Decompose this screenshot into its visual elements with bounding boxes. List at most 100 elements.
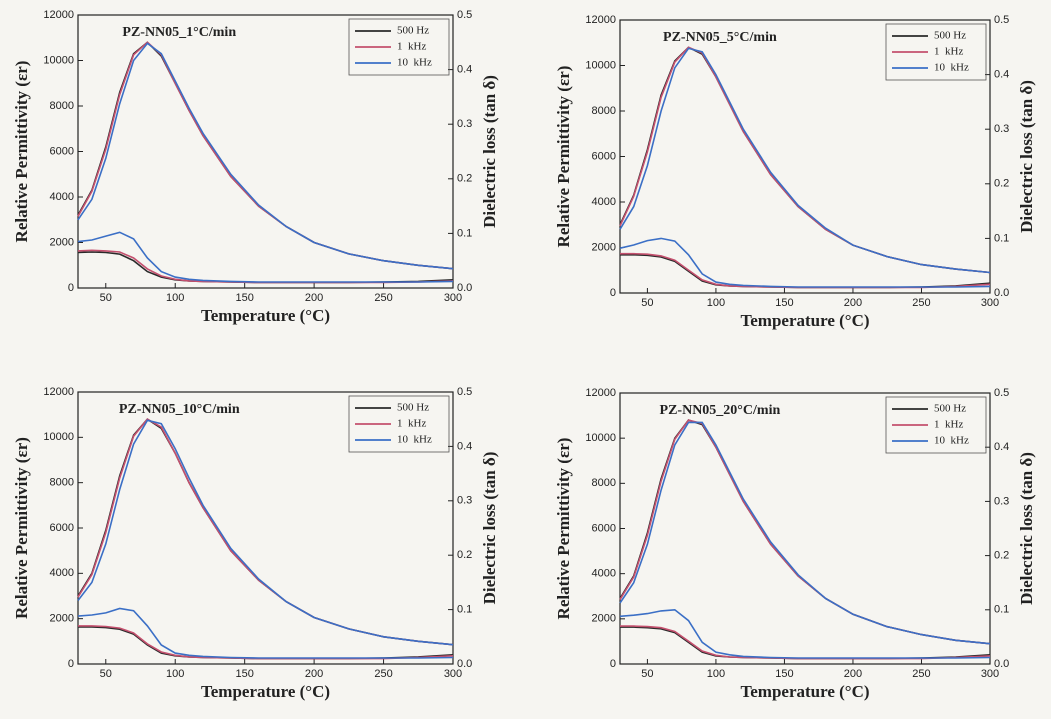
legend-label: 1 kHz <box>934 46 963 58</box>
y2-tick-label: 0.1 <box>994 232 1009 244</box>
data-line <box>619 47 991 274</box>
data-line <box>77 41 454 270</box>
x-tick-label: 250 <box>374 292 392 304</box>
y-tick-label: 8000 <box>592 105 616 117</box>
y2-axis-label: Dielectric loss (tan δ) <box>1017 80 1036 233</box>
y-tick-label: 6000 <box>592 522 616 534</box>
y2-tick-label: 0.1 <box>457 227 472 239</box>
chart-title: PZ-NN05_10°C/min <box>119 402 240 417</box>
x-tick-label: 150 <box>775 297 793 309</box>
y2-tick-label: 0.4 <box>994 69 1009 81</box>
legend-label: 10 kHz <box>397 434 432 446</box>
y2-tick-label: 0.4 <box>457 440 472 452</box>
y-tick-label: 0 <box>68 282 74 294</box>
y-tick-label: 8000 <box>50 100 74 112</box>
y-tick-label: 10000 <box>43 431 74 443</box>
y-tick-label: 12000 <box>43 9 74 21</box>
data-line <box>620 252 991 289</box>
data-line <box>619 421 991 645</box>
y2-axis-label: Dielectric loss (tan δ) <box>480 75 499 228</box>
y-tick-label: 0 <box>610 658 616 670</box>
legend-label: 500 Hz <box>397 402 429 414</box>
x-tick-label: 250 <box>912 668 930 680</box>
data-line <box>77 231 454 283</box>
y2-axis-label: Dielectric loss (tan δ) <box>1017 452 1036 605</box>
chart-title: PZ-NN05_5°C/min <box>663 30 777 45</box>
y2-tick-label: 0.2 <box>457 173 472 185</box>
y-tick-label: 0 <box>68 658 74 670</box>
x-tick-label: 150 <box>235 292 253 304</box>
data-line <box>620 625 991 660</box>
x-tick-label: 50 <box>100 668 112 680</box>
y-tick-label: 0 <box>610 287 616 299</box>
legend-label: 10 kHz <box>934 62 969 74</box>
y2-tick-label: 0.4 <box>994 441 1009 453</box>
y2-tick-label: 0.1 <box>457 604 472 616</box>
data-line <box>77 249 454 284</box>
y2-tick-label: 0.2 <box>994 550 1009 562</box>
y2-tick-label: 0.5 <box>994 14 1009 26</box>
data-line <box>77 419 454 646</box>
x-axis-label: Temperature (°C) <box>740 311 869 330</box>
y-tick-label: 12000 <box>585 387 616 399</box>
y-tick-label: 10000 <box>585 432 616 444</box>
y-tick-label: 6000 <box>50 145 74 157</box>
y-tick-label: 6000 <box>50 522 74 534</box>
y-tick-label: 4000 <box>50 567 74 579</box>
y2-tick-label: 0.0 <box>994 287 1009 299</box>
x-axis-label: Temperature (°C) <box>201 682 330 701</box>
x-tick-label: 50 <box>100 292 112 304</box>
y-tick-label: 4000 <box>592 568 616 580</box>
y2-tick-label: 0.3 <box>994 495 1009 507</box>
data-line <box>78 625 454 660</box>
y2-tick-label: 0.5 <box>994 387 1009 399</box>
legend-label: 10 kHz <box>934 435 969 447</box>
x-axis-label: Temperature (°C) <box>740 682 869 701</box>
data-line <box>619 237 991 288</box>
legend-label: 500 Hz <box>397 25 429 37</box>
y-tick-label: 10000 <box>585 59 616 71</box>
y-tick-label: 2000 <box>50 236 74 248</box>
y2-tick-label: 0.3 <box>994 123 1009 135</box>
x-tick-label: 200 <box>844 297 862 309</box>
y2-tick-label: 0.3 <box>457 118 472 130</box>
legend-label: 10 kHz <box>397 57 432 69</box>
x-tick-label: 300 <box>444 668 462 680</box>
y-tick-label: 8000 <box>592 477 616 489</box>
chart-title: PZ-NN05_20°C/min <box>660 403 781 418</box>
data-line <box>619 608 991 659</box>
y2-tick-label: 0.0 <box>457 282 472 294</box>
x-tick-label: 100 <box>707 668 725 680</box>
legend-label: 500 Hz <box>934 403 966 415</box>
data-line <box>77 607 454 659</box>
y-tick-label: 2000 <box>50 613 74 625</box>
y2-tick-label: 0.2 <box>994 178 1009 190</box>
y-tick-label: 4000 <box>50 191 74 203</box>
legend-label: 1 kHz <box>934 419 963 431</box>
chart-title: PZ-NN05_1°C/min <box>122 25 236 40</box>
legend-label: 500 Hz <box>934 30 966 42</box>
y-axis-label: Relative Permittivity (εr) <box>12 61 31 243</box>
y-tick-label: 4000 <box>592 196 616 208</box>
data-line <box>78 626 454 660</box>
x-axis-label: Temperature (°C) <box>201 306 330 325</box>
legend-label: 1 kHz <box>397 41 426 53</box>
data-line <box>619 46 991 274</box>
x-tick-label: 200 <box>305 292 323 304</box>
y-axis-label: Relative Permittivity (εr) <box>12 437 31 619</box>
y2-tick-label: 0.3 <box>457 495 472 507</box>
y2-tick-label: 0.0 <box>994 658 1009 670</box>
y-tick-label: 8000 <box>50 477 74 489</box>
x-tick-label: 300 <box>444 292 462 304</box>
y2-axis-label: Dielectric loss (tan δ) <box>480 452 499 605</box>
x-tick-label: 150 <box>775 668 793 680</box>
x-tick-label: 200 <box>844 668 862 680</box>
x-tick-label: 200 <box>305 668 323 680</box>
data-line <box>77 42 454 270</box>
y-tick-label: 2000 <box>592 241 616 253</box>
y-axis-label: Relative Permittivity (εr) <box>554 66 573 248</box>
y-tick-label: 12000 <box>43 386 74 398</box>
y-axis-label: Relative Permittivity (εr) <box>554 438 573 620</box>
x-tick-label: 100 <box>707 297 725 309</box>
